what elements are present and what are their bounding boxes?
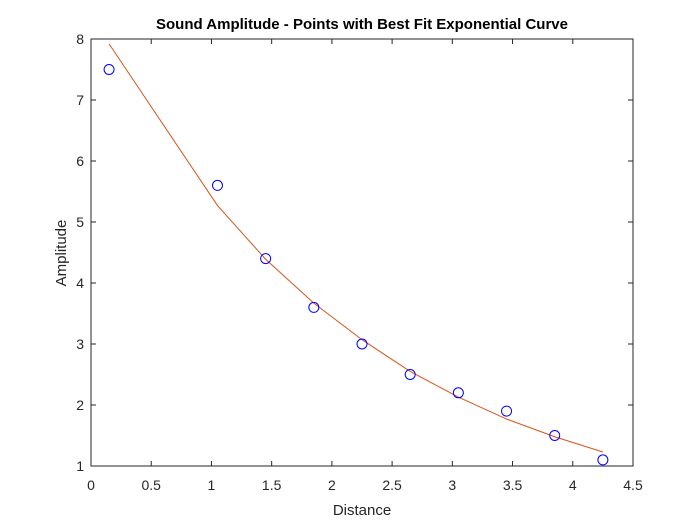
x-tick-label: 2 (328, 477, 336, 493)
x-tick-label: 1 (208, 477, 216, 493)
x-tick-label: 4.5 (623, 477, 643, 493)
x-tick-label: 2.5 (382, 477, 402, 493)
data-point (404, 369, 416, 380)
y-tick-label: 5 (76, 214, 84, 230)
data-point (260, 253, 272, 265)
y-tick-label: 3 (76, 336, 84, 352)
x-tick-label: 3.5 (503, 477, 523, 493)
chart-marks (103, 43, 609, 466)
y-tick-label: 6 (76, 153, 84, 169)
y-tick-label: 1 (76, 458, 84, 474)
x-tick-label: 4 (569, 477, 577, 493)
x-tick-label: 0.5 (141, 477, 161, 493)
y-tick-label: 4 (76, 275, 84, 291)
data-point (452, 387, 464, 399)
data-point (549, 430, 561, 441)
y-axis-label: Amplitude (53, 220, 70, 287)
data-point (597, 454, 609, 466)
x-axis-label: Distance (333, 502, 391, 519)
x-tick-label: 0 (87, 477, 95, 493)
plot-frame (90, 38, 634, 467)
x-tick-label: 3 (448, 477, 456, 493)
x-tick-label: 1.5 (262, 477, 282, 493)
data-point (308, 301, 320, 313)
y-tick-label: 7 (76, 92, 84, 108)
y-tick-label: 8 (76, 31, 84, 47)
data-point (356, 338, 368, 350)
chart-title: Sound Amplitude - Points with Best Fit E… (156, 16, 568, 33)
data-point (211, 179, 223, 191)
plot-background (91, 39, 633, 466)
data-point (501, 405, 513, 417)
fit-curve-line (108, 43, 604, 453)
y-tick-label: 2 (76, 397, 84, 413)
data-point (103, 64, 115, 75)
axis-ticks: 0 0.5 1 1.5 2 2.5 3 3.5 4 4.5 1 2 3 4 5 6 7 8 (76, 31, 643, 493)
